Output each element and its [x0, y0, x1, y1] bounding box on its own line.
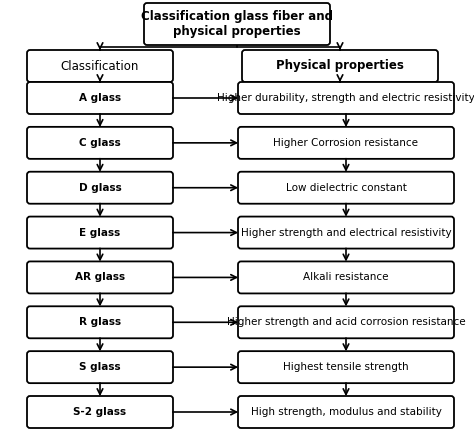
Text: C glass: C glass	[79, 138, 121, 148]
Text: Higher strength and acid corrosion resistance: Higher strength and acid corrosion resis…	[227, 317, 465, 327]
Text: S-2 glass: S-2 glass	[73, 407, 127, 417]
FancyBboxPatch shape	[27, 127, 173, 159]
Text: Highest tensile strength: Highest tensile strength	[283, 362, 409, 372]
FancyBboxPatch shape	[238, 127, 454, 159]
FancyBboxPatch shape	[27, 217, 173, 249]
Text: Higher strength and electrical resistivity: Higher strength and electrical resistivi…	[241, 227, 451, 237]
Text: Higher durability, strength and electric resistivity: Higher durability, strength and electric…	[217, 93, 474, 103]
FancyBboxPatch shape	[238, 217, 454, 249]
FancyBboxPatch shape	[27, 50, 173, 82]
Text: E glass: E glass	[79, 227, 120, 237]
FancyBboxPatch shape	[238, 82, 454, 114]
FancyBboxPatch shape	[144, 3, 330, 45]
FancyBboxPatch shape	[238, 306, 454, 338]
FancyBboxPatch shape	[27, 261, 173, 293]
FancyBboxPatch shape	[27, 306, 173, 338]
FancyBboxPatch shape	[238, 351, 454, 383]
FancyBboxPatch shape	[27, 82, 173, 114]
Text: AR glass: AR glass	[75, 273, 125, 283]
FancyBboxPatch shape	[242, 50, 438, 82]
Text: A glass: A glass	[79, 93, 121, 103]
Text: S glass: S glass	[79, 362, 121, 372]
FancyBboxPatch shape	[27, 351, 173, 383]
Text: Higher Corrosion resistance: Higher Corrosion resistance	[273, 138, 419, 148]
Text: D glass: D glass	[79, 183, 121, 193]
Text: High strength, modulus and stability: High strength, modulus and stability	[251, 407, 441, 417]
Text: Alkali resistance: Alkali resistance	[303, 273, 389, 283]
FancyBboxPatch shape	[238, 172, 454, 204]
Text: Classification glass fiber and
physical properties: Classification glass fiber and physical …	[141, 10, 333, 38]
FancyBboxPatch shape	[238, 261, 454, 293]
FancyBboxPatch shape	[27, 396, 173, 428]
Text: Low dielectric constant: Low dielectric constant	[285, 183, 406, 193]
Text: R glass: R glass	[79, 317, 121, 327]
Text: Classification: Classification	[61, 59, 139, 72]
FancyBboxPatch shape	[238, 396, 454, 428]
Text: Physical properties: Physical properties	[276, 59, 404, 72]
FancyBboxPatch shape	[27, 172, 173, 204]
